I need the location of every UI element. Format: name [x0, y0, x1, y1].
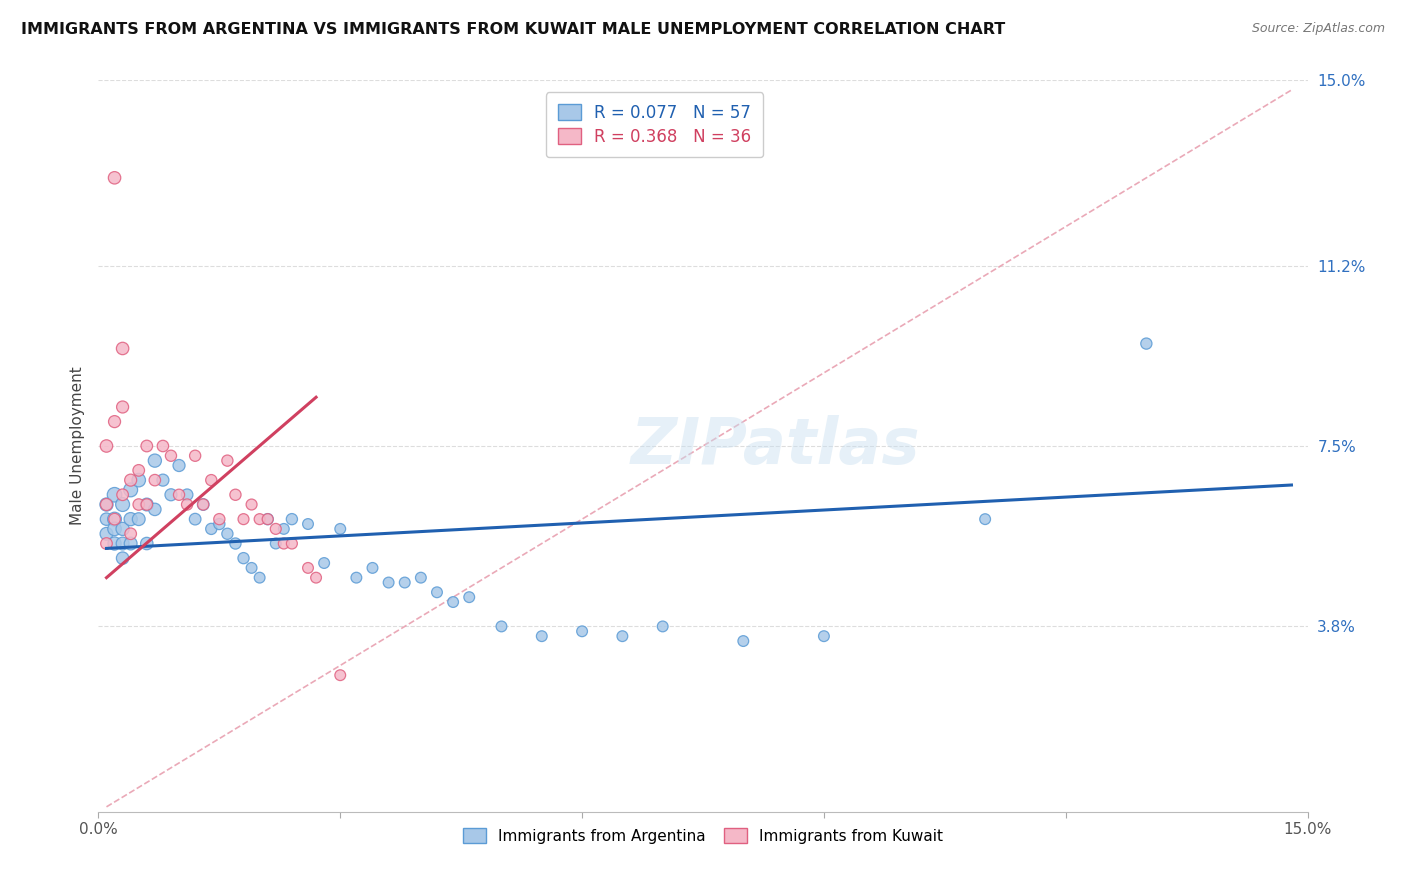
Point	[103, 170, 125, 185]
Point	[1135, 336, 1157, 351]
Point	[103, 536, 125, 550]
Point	[733, 634, 755, 648]
Point	[361, 561, 384, 575]
Point	[128, 498, 150, 512]
Point	[217, 526, 239, 541]
Point	[281, 536, 304, 550]
Text: ZIPatlas: ZIPatlas	[631, 415, 921, 477]
Point	[651, 619, 673, 633]
Point	[224, 488, 246, 502]
Point	[200, 522, 222, 536]
Point	[232, 551, 254, 566]
Point	[273, 536, 295, 550]
Point	[152, 473, 174, 487]
Point	[530, 629, 553, 643]
Point	[135, 536, 157, 550]
Point	[143, 453, 166, 467]
Point	[176, 488, 198, 502]
Point	[111, 342, 134, 356]
Point	[249, 571, 271, 585]
Point	[120, 512, 142, 526]
Point	[184, 449, 207, 463]
Point	[120, 483, 142, 497]
Point	[103, 415, 125, 429]
Legend: Immigrants from Argentina, Immigrants from Kuwait: Immigrants from Argentina, Immigrants fr…	[456, 821, 950, 852]
Point	[344, 571, 367, 585]
Point	[314, 556, 336, 570]
Text: Source: ZipAtlas.com: Source: ZipAtlas.com	[1251, 22, 1385, 36]
Point	[208, 512, 231, 526]
Point	[96, 526, 118, 541]
Point	[96, 512, 118, 526]
Point	[152, 439, 174, 453]
Point	[441, 595, 464, 609]
Point	[96, 536, 118, 550]
Point	[232, 512, 254, 526]
Point	[111, 488, 134, 502]
Point	[377, 575, 399, 590]
Point	[103, 512, 125, 526]
Point	[176, 498, 198, 512]
Point	[103, 512, 125, 526]
Point	[111, 522, 134, 536]
Point	[394, 575, 416, 590]
Point	[96, 439, 118, 453]
Point	[96, 498, 118, 512]
Point	[143, 502, 166, 516]
Point	[135, 498, 157, 512]
Point	[128, 473, 150, 487]
Point	[813, 629, 835, 643]
Point	[111, 536, 134, 550]
Point	[111, 551, 134, 566]
Point	[458, 590, 481, 604]
Point	[491, 619, 513, 633]
Point	[160, 449, 183, 463]
Point	[249, 512, 271, 526]
Point	[224, 536, 246, 550]
Point	[974, 512, 997, 526]
Point	[217, 453, 239, 467]
Point	[128, 512, 150, 526]
Point	[111, 400, 134, 414]
Point	[103, 522, 125, 536]
Y-axis label: Male Unemployment: Male Unemployment	[69, 367, 84, 525]
Point	[240, 498, 263, 512]
Point	[305, 571, 328, 585]
Point	[120, 526, 142, 541]
Point	[128, 463, 150, 477]
Point	[329, 668, 352, 682]
Point	[96, 498, 118, 512]
Point	[193, 498, 215, 512]
Point	[167, 488, 190, 502]
Point	[281, 512, 304, 526]
Point	[184, 512, 207, 526]
Point	[120, 536, 142, 550]
Point	[264, 536, 287, 550]
Point	[135, 498, 157, 512]
Text: IMMIGRANTS FROM ARGENTINA VS IMMIGRANTS FROM KUWAIT MALE UNEMPLOYMENT CORRELATIO: IMMIGRANTS FROM ARGENTINA VS IMMIGRANTS …	[21, 22, 1005, 37]
Point	[240, 561, 263, 575]
Point	[264, 522, 287, 536]
Point	[297, 516, 319, 531]
Point	[426, 585, 449, 599]
Point	[273, 522, 295, 536]
Point	[193, 498, 215, 512]
Point	[329, 522, 352, 536]
Point	[200, 473, 222, 487]
Point	[208, 516, 231, 531]
Point	[612, 629, 634, 643]
Point	[256, 512, 278, 526]
Point	[571, 624, 593, 639]
Point	[135, 439, 157, 453]
Point	[160, 488, 183, 502]
Point	[120, 473, 142, 487]
Point	[409, 571, 432, 585]
Point	[297, 561, 319, 575]
Point	[256, 512, 278, 526]
Point	[103, 488, 125, 502]
Point	[143, 473, 166, 487]
Point	[167, 458, 190, 473]
Point	[111, 498, 134, 512]
